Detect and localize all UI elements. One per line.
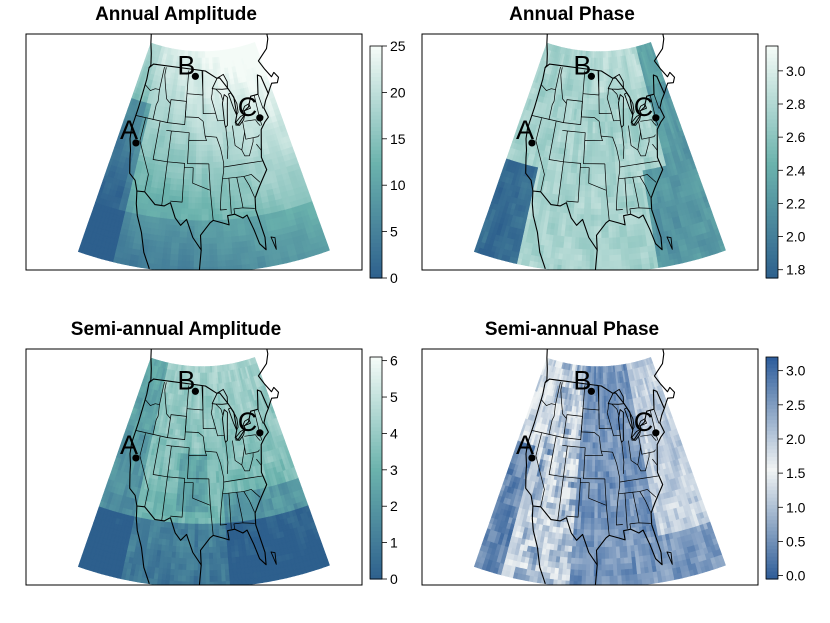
site-a: A xyxy=(516,115,536,147)
site-b: B xyxy=(177,50,199,80)
panel-annual-phase: Annual Phase A B C 1.8 2.0 2.2 2.4 2.6 2.8 3.0 xyxy=(421,4,806,279)
site-label: B xyxy=(177,50,195,80)
panel-annual-amplitude: Annual Amplitude A B C 0 5 10 15 20 25 xyxy=(25,4,406,286)
colorbar-tick-label: 3 xyxy=(390,462,398,478)
site-dot xyxy=(256,114,264,122)
site-label: A xyxy=(516,115,534,145)
colorbar-tick-label: 1.5 xyxy=(786,465,806,481)
colorbar-tick-label: 4 xyxy=(390,425,398,441)
panel-semi-annual-phase: Semi-annual Phase A B C 0.0 0.5 1.0 1.5 2.0 2.5… xyxy=(421,319,806,586)
colorbar-tick-label: 1.8 xyxy=(786,262,806,278)
site-label: C xyxy=(238,92,258,122)
map-boundaries xyxy=(525,34,676,270)
panel-title: Annual Phase xyxy=(509,4,635,25)
site-label: C xyxy=(634,407,654,437)
site-markers: A B C xyxy=(516,50,660,147)
colorbar-tick-label: 0 xyxy=(390,571,398,587)
colorbar-tick-label: 5 xyxy=(390,224,398,240)
map-area xyxy=(473,34,726,270)
map-frame xyxy=(25,33,363,271)
site-c: C xyxy=(634,407,660,437)
panel-title: Semi-annual Amplitude xyxy=(71,319,281,340)
colorbar: 1.8 2.0 2.2 2.4 2.6 2.8 3.0 xyxy=(765,45,806,279)
site-b: B xyxy=(573,50,595,80)
colorbar: 0.0 0.5 1.0 1.5 2.0 2.5 3.0 xyxy=(765,356,806,584)
site-markers: A B C xyxy=(120,50,264,147)
colorbar: 0 1 2 3 4 5 6 xyxy=(369,353,398,587)
raster-field xyxy=(473,357,726,585)
site-label: B xyxy=(573,365,591,395)
colorbar-frame xyxy=(369,45,383,279)
map-area xyxy=(77,34,330,270)
site-dot xyxy=(652,114,660,122)
colorbar-tick-label: 10 xyxy=(390,177,406,193)
site-a: A xyxy=(120,115,140,147)
site-label: B xyxy=(177,365,195,395)
site-a: A xyxy=(120,430,140,462)
map-frame xyxy=(25,348,363,586)
site-dot xyxy=(256,429,264,437)
site-c: C xyxy=(634,92,660,122)
site-label: C xyxy=(634,92,654,122)
map-frame xyxy=(421,348,759,586)
colorbar: 0 5 10 15 20 25 xyxy=(369,38,406,286)
raster-field xyxy=(77,42,330,270)
site-dot xyxy=(132,454,140,462)
site-label: A xyxy=(120,115,138,145)
site-b: B xyxy=(177,365,199,395)
colorbar-tick-label: 0.0 xyxy=(786,568,806,584)
colorbar-tick-label: 3.0 xyxy=(786,363,806,379)
map-frame xyxy=(421,33,759,271)
panel-semi-annual-amplitude: Semi-annual Amplitude A B C 0 1 2 3 4 5 6 xyxy=(25,319,398,587)
colorbar-tick-label: 3.0 xyxy=(786,63,806,79)
map-boundaries xyxy=(525,349,676,585)
colorbar-tick-label: 20 xyxy=(390,84,406,100)
colorbar-tick-label: 2.0 xyxy=(786,229,806,245)
colorbar-tick-label: 1.0 xyxy=(786,499,806,515)
colorbar-tick-label: 2 xyxy=(390,498,398,514)
site-c: C xyxy=(238,92,264,122)
colorbar-frame xyxy=(765,45,779,279)
colorbar-tick-label: 2.4 xyxy=(786,162,806,178)
colorbar-tick-label: 25 xyxy=(390,38,406,54)
colorbar-tick-label: 0.5 xyxy=(786,533,806,549)
colorbar-tick-label: 2.0 xyxy=(786,431,806,447)
colorbar-frame xyxy=(765,356,779,580)
site-dot xyxy=(652,429,660,437)
raster-field xyxy=(473,42,726,270)
colorbar-tick-label: 2.5 xyxy=(786,397,806,413)
site-dot xyxy=(132,139,140,147)
colorbar-tick-label: 1 xyxy=(390,535,398,551)
site-label: B xyxy=(573,50,591,80)
site-dot xyxy=(587,387,595,395)
site-dot xyxy=(587,72,595,80)
site-dot xyxy=(191,387,199,395)
panel-title: Annual Amplitude xyxy=(95,4,257,25)
site-label: A xyxy=(120,430,138,460)
site-a: A xyxy=(516,430,536,462)
site-dot xyxy=(528,139,536,147)
site-label: A xyxy=(516,430,534,460)
site-dot xyxy=(191,72,199,80)
colorbar-tick-label: 0 xyxy=(390,270,398,286)
colorbar-tick-label: 2.2 xyxy=(786,195,806,211)
raster-field xyxy=(77,357,330,585)
site-c: C xyxy=(238,407,264,437)
map-boundaries xyxy=(129,349,280,585)
colorbar-tick-label: 5 xyxy=(390,389,398,405)
site-b: B xyxy=(573,365,595,395)
colorbar-tick-label: 2.8 xyxy=(786,96,806,112)
panel-title: Semi-annual Phase xyxy=(485,319,659,340)
site-label: C xyxy=(238,407,258,437)
colorbar-tick-label: 6 xyxy=(390,353,398,369)
site-dot xyxy=(528,454,536,462)
colorbar-tick-label: 15 xyxy=(390,131,406,147)
site-markers: A B C xyxy=(120,365,264,462)
colorbar-frame xyxy=(369,356,383,580)
site-markers: A B C xyxy=(516,365,660,462)
colorbar-tick-label: 2.6 xyxy=(786,129,806,145)
map-area xyxy=(473,349,726,585)
map-area xyxy=(77,349,330,585)
